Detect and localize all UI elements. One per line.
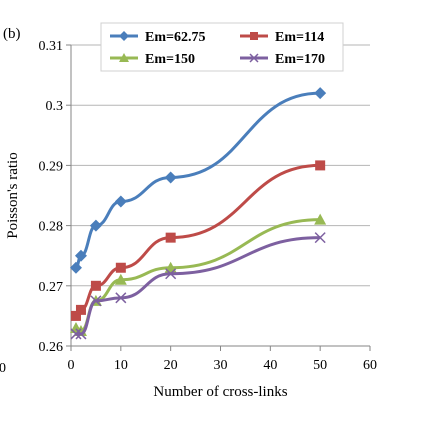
y-tick-label: 0.28 <box>39 220 64 235</box>
series <box>69 87 327 274</box>
square-marker <box>315 160 326 171</box>
x-tick-labels: 0 10 20 30 40 50 60 <box>68 358 378 373</box>
square-marker <box>250 32 258 40</box>
x-marker-stroke <box>75 328 87 340</box>
triangle-marker <box>114 273 127 285</box>
legend: Em=62.75 Em=114 Em=150 Em=170 <box>100 22 344 72</box>
x-tick-label: 40 <box>263 358 277 373</box>
diamond-marker <box>119 31 129 41</box>
square-marker <box>165 232 176 243</box>
square-marker <box>75 304 86 315</box>
y-axis-title: Poisson's ratio <box>5 152 21 238</box>
legend-label: Em=114 <box>275 30 324 45</box>
triangle-marker <box>119 53 129 62</box>
x-tick-label: 0 <box>68 358 75 373</box>
x-marker <box>70 328 82 340</box>
x-marker-stroke <box>90 295 102 307</box>
x-marker <box>165 268 177 280</box>
diamond-marker <box>314 87 327 100</box>
x-marker-stroke <box>165 268 177 280</box>
x-tick-label: 30 <box>214 358 228 373</box>
diamond-marker <box>74 249 87 262</box>
x-marker <box>314 232 326 244</box>
diamond-marker <box>114 195 127 208</box>
x-tick-label: 50 <box>313 358 327 373</box>
square-marker <box>115 262 126 273</box>
x-marker-stroke <box>314 232 326 244</box>
square-marker <box>90 280 101 291</box>
x-marker <box>249 53 259 63</box>
left-edge-tick-label: 0 <box>0 361 6 376</box>
axes <box>66 44 371 351</box>
gridlines <box>71 44 370 347</box>
y-tick-labels: 0.26 0.27 0.28 0.29 0.3 0.31 <box>39 39 64 355</box>
y-tick-label: 0.27 <box>39 280 64 295</box>
y-tick-label: 0.26 <box>39 340 64 355</box>
y-tick-label: 0.31 <box>39 39 64 54</box>
panel-label: (b) <box>3 26 21 42</box>
x-marker-stroke <box>115 292 127 304</box>
x-marker <box>75 328 87 340</box>
x-tick-label: 10 <box>114 358 128 373</box>
x-tick-label: 60 <box>363 358 377 373</box>
legend-label: Em=62.75 <box>145 30 205 45</box>
diamond-marker <box>89 219 102 232</box>
legend-box <box>100 22 344 72</box>
series-group <box>69 87 327 340</box>
y-tick-label: 0.29 <box>39 159 64 174</box>
diamond-marker <box>69 261 82 274</box>
square-marker <box>70 310 81 321</box>
legend-label: Em=170 <box>275 52 325 67</box>
y-tick-label: 0.3 <box>46 99 64 114</box>
series <box>70 160 326 321</box>
x-marker-stroke <box>249 53 259 63</box>
x-marker <box>115 292 127 304</box>
x-marker-stroke <box>70 328 82 340</box>
series-line <box>75 218 321 333</box>
triangle-marker <box>314 213 327 225</box>
diamond-marker <box>164 171 177 184</box>
x-axis-title: Number of cross-links <box>153 384 287 400</box>
legend-label: Em=150 <box>145 52 195 67</box>
x-tick-label: 20 <box>164 358 178 373</box>
series <box>70 232 326 340</box>
x-marker <box>90 295 102 307</box>
